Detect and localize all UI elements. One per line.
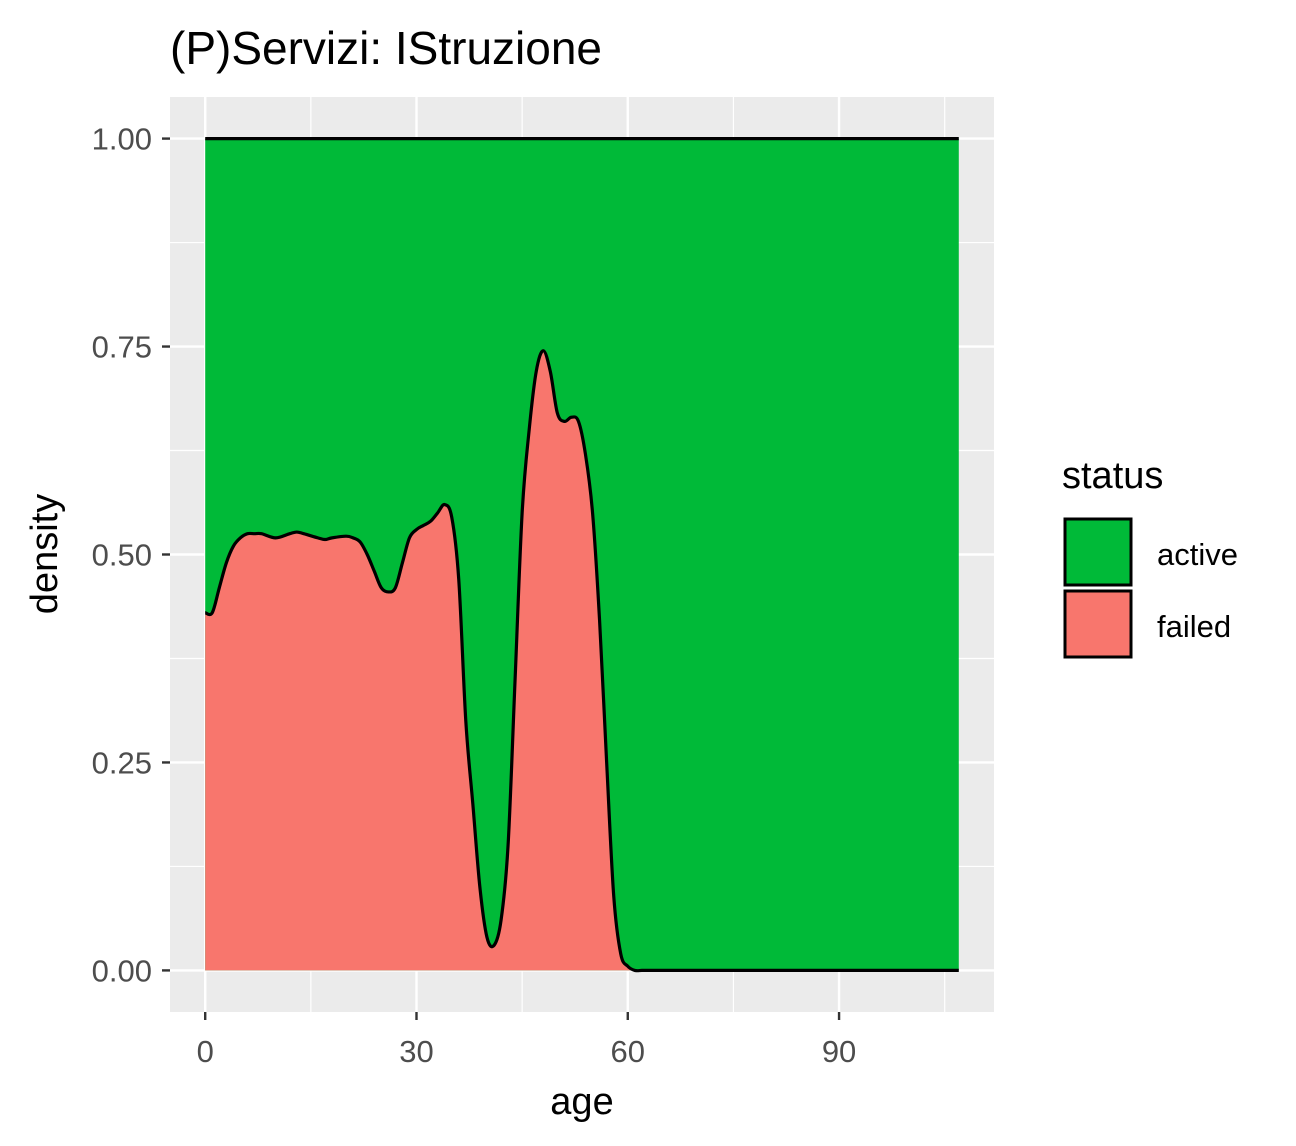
area-failed xyxy=(205,350,959,971)
legend-key-active xyxy=(1063,517,1133,587)
legend-label-active: active xyxy=(1157,537,1238,572)
x-tick-label: 30 xyxy=(399,1034,433,1069)
y-tick-label: 0.50 xyxy=(92,538,152,573)
legend-key-failed xyxy=(1063,589,1133,659)
y-axis: 0.00 0.25 0.50 0.75 1.00 xyxy=(92,122,170,988)
y-axis-title: density xyxy=(24,494,66,614)
chart-title: (P)Servizi: IStruzione xyxy=(170,22,602,74)
y-tick-label: 0.75 xyxy=(92,330,152,365)
legend-title: status xyxy=(1062,455,1163,497)
y-tick-label: 0.00 xyxy=(92,953,152,988)
legend-label-failed: failed xyxy=(1157,609,1231,644)
x-axis: 0 30 60 90 xyxy=(197,1012,856,1069)
x-axis-title: age xyxy=(550,1081,613,1123)
density-line-failed xyxy=(204,349,959,973)
y-tick-label: 1.00 xyxy=(92,122,152,157)
x-tick-label: 60 xyxy=(611,1034,645,1069)
x-tick-label: 90 xyxy=(822,1034,856,1069)
x-tick-label: 0 xyxy=(197,1034,214,1069)
legend: status active failed xyxy=(1062,455,1238,659)
y-tick-label: 0.25 xyxy=(92,745,152,780)
